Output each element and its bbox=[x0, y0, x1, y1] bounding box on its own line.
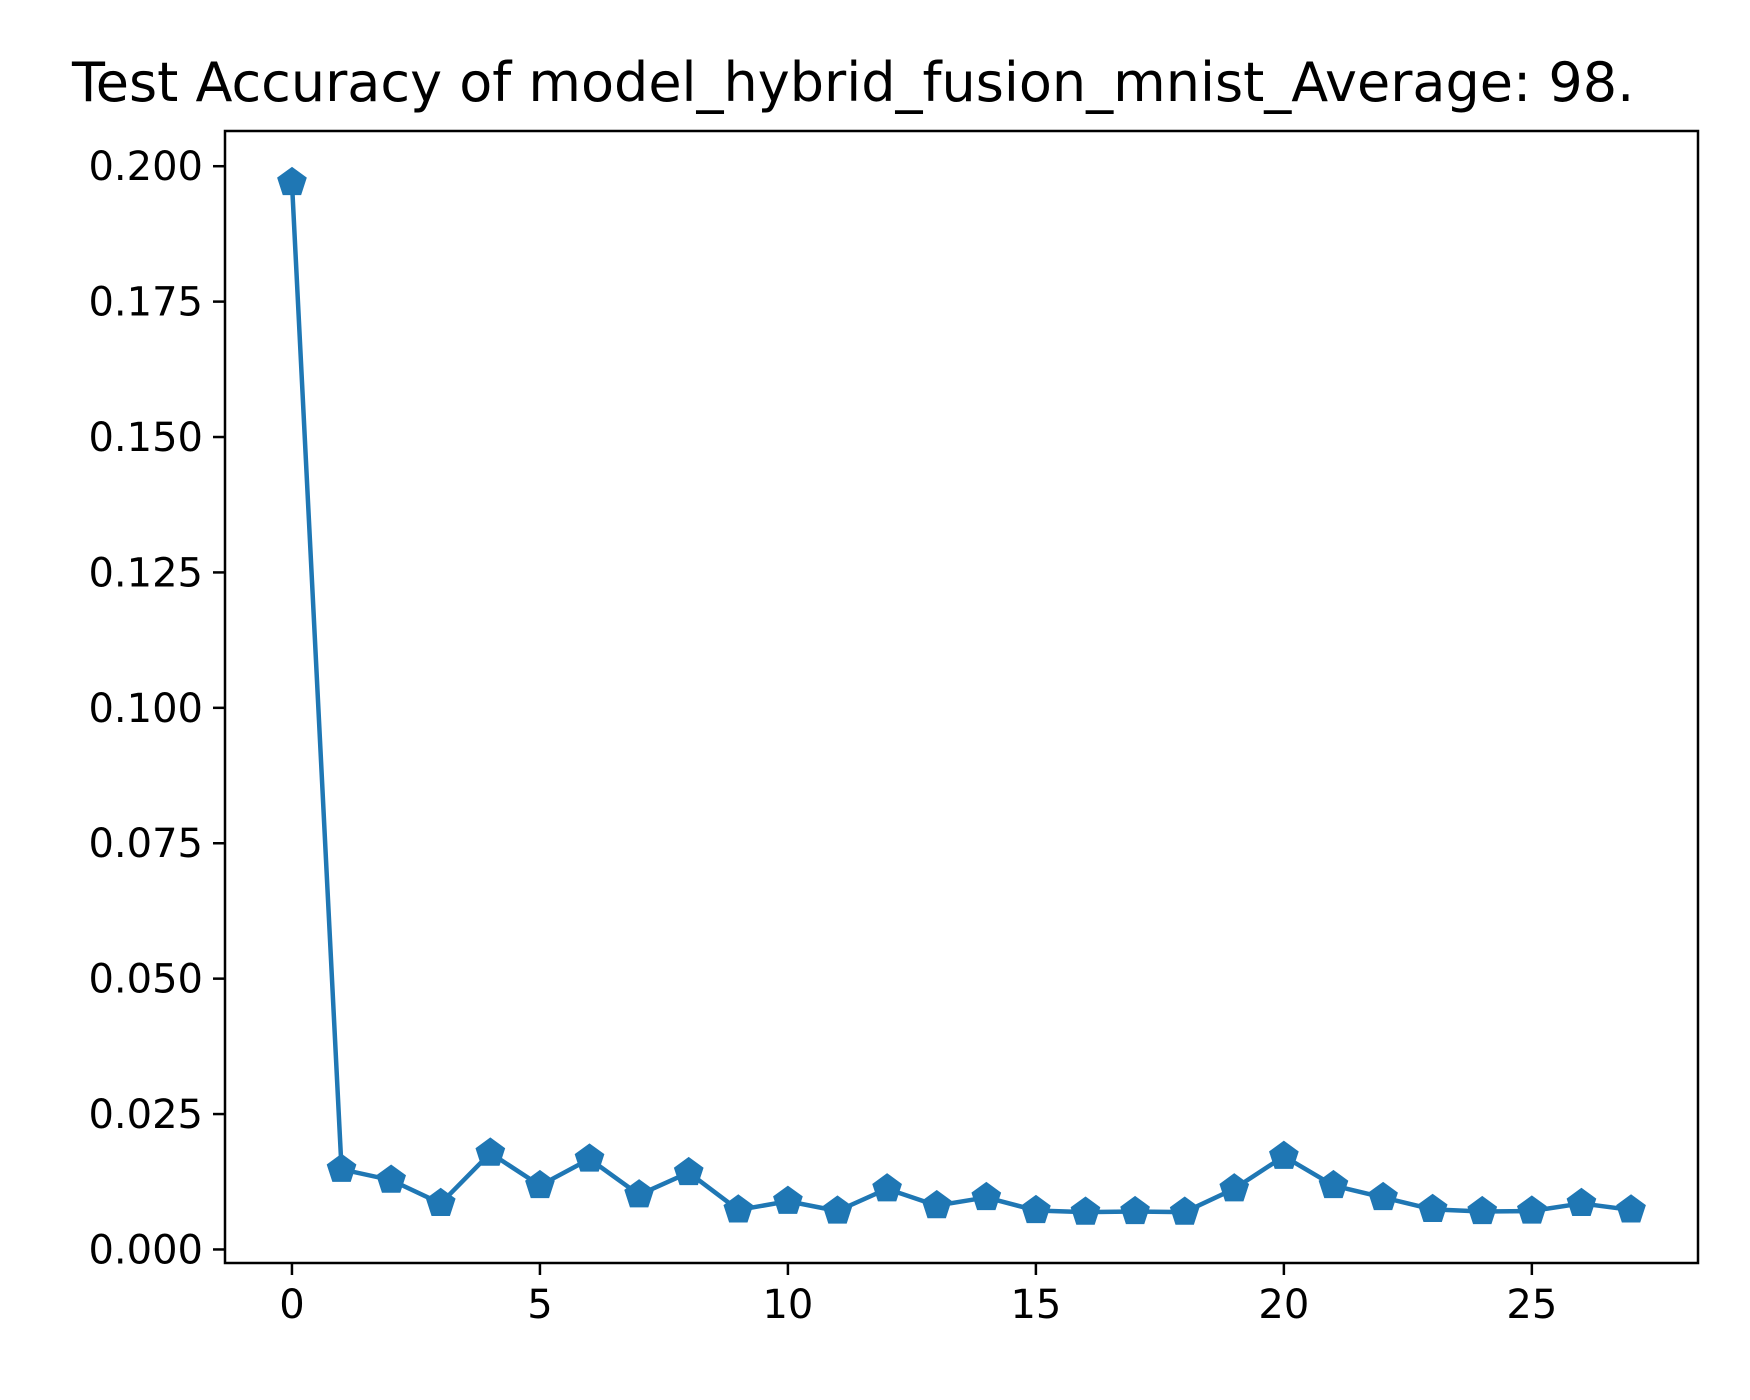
y-tick-label: 0.175 bbox=[88, 280, 203, 326]
data-point bbox=[1616, 1194, 1646, 1223]
x-tick-label: 0 bbox=[279, 1282, 304, 1328]
x-axis: 0 5 10 15 20 25 bbox=[279, 1263, 1557, 1328]
y-axis: 0.000 0.025 0.050 0.075 0.100 0.125 0.150 0.175… bbox=[88, 144, 225, 1273]
x-tick-label: 20 bbox=[1258, 1282, 1309, 1328]
data-point bbox=[1070, 1196, 1101, 1225]
x-tick-label: 5 bbox=[527, 1282, 552, 1328]
y-tick-label: 0.100 bbox=[88, 686, 203, 732]
plot-area bbox=[277, 166, 1646, 1225]
data-point bbox=[277, 166, 307, 196]
y-tick-label: 0.150 bbox=[88, 415, 203, 461]
data-point bbox=[1219, 1173, 1250, 1202]
data-point bbox=[1517, 1195, 1547, 1224]
y-tick-label: 0.075 bbox=[88, 821, 203, 867]
x-tick-label: 25 bbox=[1506, 1282, 1557, 1328]
data-point bbox=[1269, 1140, 1299, 1169]
data-point bbox=[326, 1153, 357, 1182]
y-tick-label: 0.000 bbox=[88, 1227, 203, 1273]
axes-frame bbox=[223, 129, 1700, 1265]
data-point bbox=[1467, 1195, 1498, 1225]
data-point bbox=[1368, 1181, 1398, 1211]
data-point bbox=[773, 1185, 803, 1214]
chart-title: Test Accuracy of model_hybrid_fusion_mni… bbox=[71, 51, 1634, 114]
data-point bbox=[624, 1179, 654, 1208]
data-point bbox=[475, 1137, 506, 1166]
x-tick-label: 15 bbox=[1010, 1282, 1061, 1328]
y-tick-label: 0.200 bbox=[88, 144, 203, 190]
series-line bbox=[289, 182, 1632, 1215]
data-point bbox=[673, 1156, 704, 1186]
data-point bbox=[971, 1181, 1002, 1211]
data-point bbox=[723, 1194, 754, 1223]
data-point bbox=[1318, 1169, 1349, 1199]
data-point bbox=[376, 1164, 406, 1193]
y-tick-label: 0.050 bbox=[88, 957, 203, 1003]
data-point bbox=[574, 1143, 605, 1172]
data-point bbox=[425, 1187, 456, 1217]
data-point bbox=[1120, 1195, 1150, 1225]
data-point bbox=[822, 1195, 853, 1224]
y-tick-label: 0.125 bbox=[88, 550, 203, 596]
y-tick-label: 0.025 bbox=[88, 1092, 203, 1138]
data-point bbox=[1021, 1194, 1051, 1224]
data-point bbox=[1169, 1196, 1200, 1225]
data-point bbox=[1566, 1187, 1597, 1217]
data-point bbox=[525, 1169, 555, 1199]
x-tick-label: 10 bbox=[762, 1282, 813, 1328]
data-point bbox=[921, 1189, 952, 1219]
data-point bbox=[872, 1173, 902, 1202]
data-point bbox=[1417, 1193, 1448, 1223]
